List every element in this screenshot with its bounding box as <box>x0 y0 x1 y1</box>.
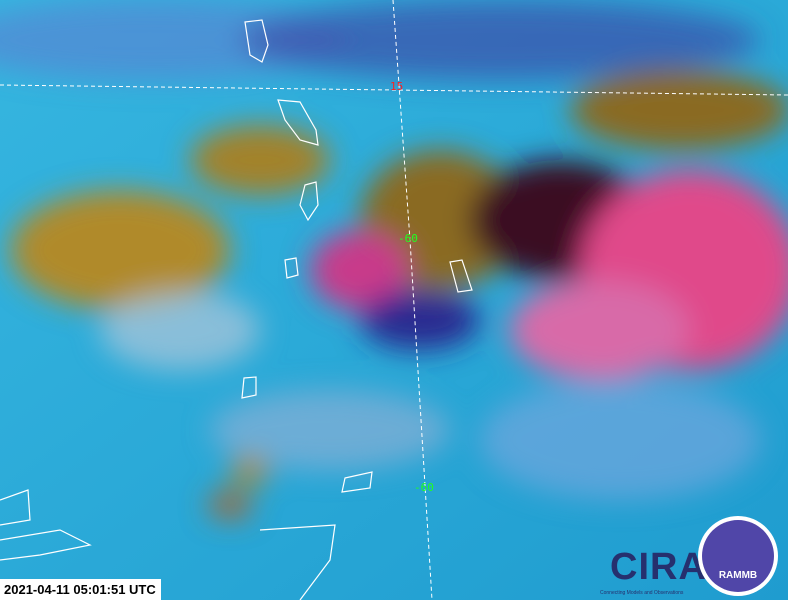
cira-logo: CIRA <box>610 546 707 588</box>
lon-label: -60 <box>398 232 418 245</box>
timestamp: 2021-04-11 05:01:51 UTC <box>0 579 161 600</box>
lat-label: 15 <box>390 80 404 93</box>
rammb-logo: RAMMB <box>698 516 778 596</box>
cloud-field <box>0 0 788 519</box>
lon-label: -60 <box>414 481 434 494</box>
coastlines <box>0 19 473 600</box>
rammb-text: RAMMB <box>718 570 758 581</box>
logos: CIRA Connecting Models and Observations … <box>588 516 784 596</box>
cira-tagline: Connecting Models and Observations <box>600 590 684 596</box>
